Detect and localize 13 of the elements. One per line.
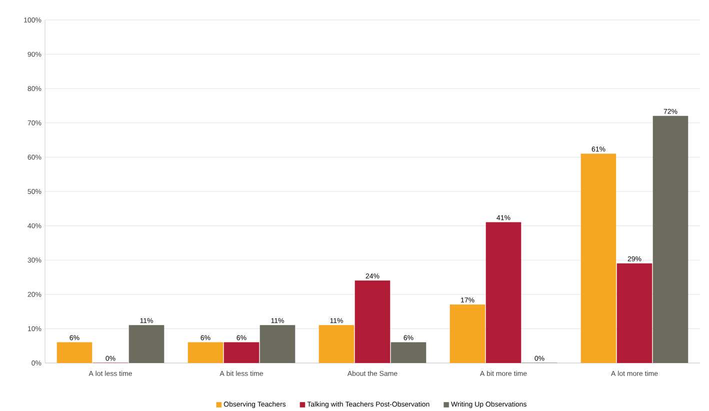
bar [56,342,92,363]
bar [260,325,296,363]
bar [486,222,522,363]
bar [390,342,426,363]
bar [580,154,616,363]
bar [128,325,164,363]
bar [652,116,688,363]
bar [188,342,224,363]
bar [616,263,652,363]
bar [318,325,354,363]
bar [354,280,390,363]
bar [450,304,486,363]
bar [224,342,260,363]
